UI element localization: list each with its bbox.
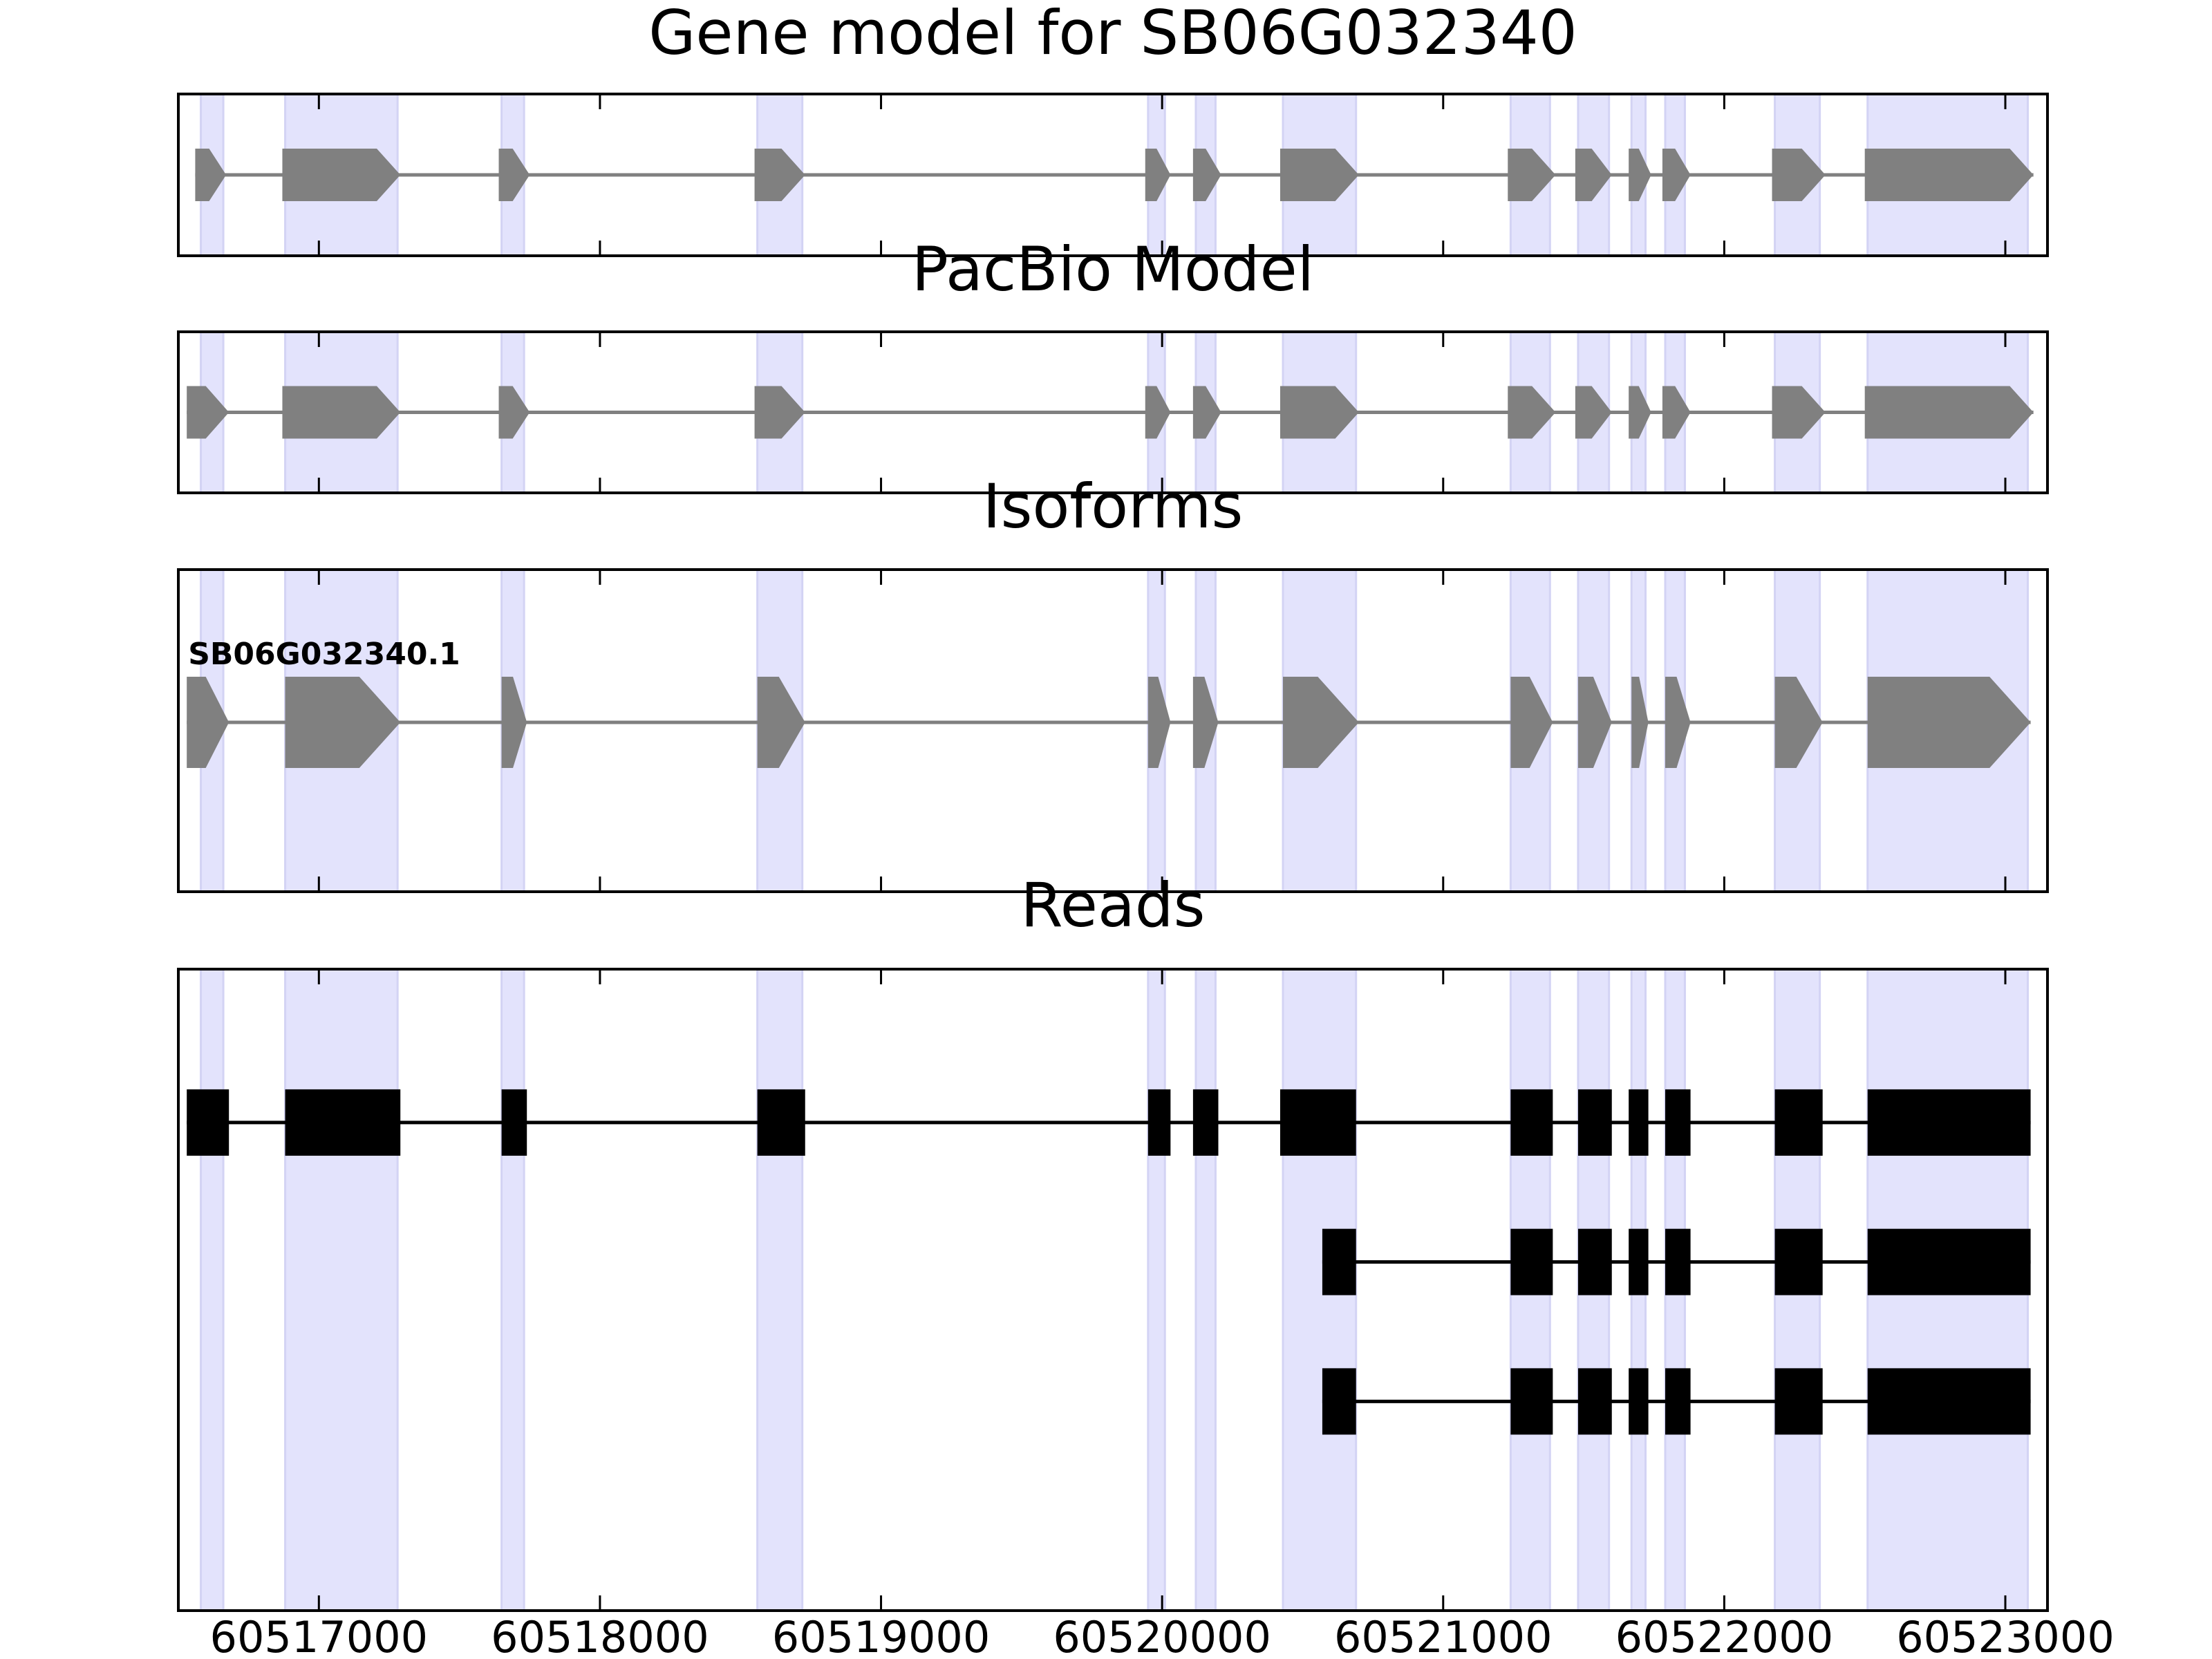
exon-arrow bbox=[1145, 386, 1171, 439]
read-block bbox=[1774, 1228, 1823, 1295]
highlight-region bbox=[756, 968, 804, 1612]
exon-arrow bbox=[1665, 677, 1691, 768]
panel-frame bbox=[177, 93, 2049, 257]
exon-arrow bbox=[1772, 386, 1826, 439]
exon-arrow bbox=[1510, 677, 1553, 768]
x-tick-label: 60518000 bbox=[491, 1612, 709, 1659]
isoform-label: SB06G032340.1 bbox=[188, 637, 460, 672]
read-block bbox=[1867, 1228, 2031, 1295]
exon-arrow bbox=[282, 149, 401, 201]
read-block bbox=[1629, 1089, 1649, 1156]
read-block bbox=[501, 1089, 527, 1156]
exon-arrow bbox=[1508, 386, 1556, 439]
read-block bbox=[187, 1089, 229, 1156]
highlight-region bbox=[500, 968, 525, 1612]
exon-arrow bbox=[187, 677, 229, 768]
exon-arrow bbox=[1192, 149, 1221, 201]
exon-arrow bbox=[498, 149, 530, 201]
exon-arrow bbox=[1508, 149, 1556, 201]
read-block bbox=[1280, 1089, 1356, 1156]
exon-arrow bbox=[1631, 677, 1649, 768]
read-block bbox=[1192, 1089, 1219, 1156]
exon-arrow bbox=[754, 386, 805, 439]
panel-3: Reads bbox=[177, 870, 2049, 1612]
exon-arrow bbox=[1772, 149, 1826, 201]
read-block bbox=[1510, 1368, 1553, 1435]
exon-arrow bbox=[1147, 677, 1171, 768]
exon-arrow bbox=[1577, 677, 1612, 768]
panel-title: Isoforms bbox=[983, 471, 1244, 542]
exon-arrow bbox=[501, 677, 527, 768]
exon-arrow bbox=[1629, 386, 1651, 439]
panel-2: Isoforms SB06G032340.1 bbox=[177, 471, 2049, 893]
exon-arrow bbox=[282, 386, 401, 439]
exon-arrow bbox=[1575, 149, 1612, 201]
panel-frame bbox=[177, 968, 2049, 1612]
read-block bbox=[1322, 1228, 1356, 1295]
x-tick-label: 60523000 bbox=[1896, 1612, 2115, 1659]
read-block bbox=[1867, 1089, 2031, 1156]
exon-arrow bbox=[498, 386, 530, 439]
read-block bbox=[1577, 1368, 1612, 1435]
x-tick-label: 60522000 bbox=[1615, 1612, 1834, 1659]
read-block bbox=[1510, 1228, 1553, 1295]
read-block bbox=[1629, 1228, 1649, 1295]
highlight-region bbox=[284, 968, 399, 1612]
panel-frame bbox=[177, 568, 2049, 893]
read-block bbox=[1629, 1368, 1649, 1435]
read-block bbox=[1665, 1368, 1691, 1435]
exon-arrow bbox=[1280, 386, 1359, 439]
read-block bbox=[1774, 1368, 1823, 1435]
read-block bbox=[1577, 1228, 1612, 1295]
exon-arrow bbox=[1575, 386, 1612, 439]
read-block bbox=[1147, 1089, 1171, 1156]
exon-arrow bbox=[1662, 386, 1691, 439]
exon-arrow bbox=[1280, 149, 1359, 201]
highlight-region bbox=[1194, 968, 1217, 1612]
panel-frame bbox=[177, 330, 2049, 494]
panel-1: PacBio Model bbox=[177, 234, 2049, 494]
exon-arrow bbox=[1283, 677, 1359, 768]
read-block bbox=[757, 1089, 805, 1156]
exon-arrow bbox=[1192, 386, 1221, 439]
read-block bbox=[285, 1089, 401, 1156]
read-block bbox=[1510, 1089, 1553, 1156]
exon-arrow bbox=[1864, 386, 2034, 439]
panel-title: Reads bbox=[1021, 870, 1206, 941]
exon-arrow bbox=[754, 149, 805, 201]
read-block bbox=[1322, 1368, 1356, 1435]
exon-arrow bbox=[187, 386, 229, 439]
exon-arrow bbox=[1662, 149, 1691, 201]
read-block bbox=[1665, 1228, 1691, 1295]
highlight-region bbox=[1147, 968, 1166, 1612]
read-block bbox=[1774, 1089, 1823, 1156]
x-tick-label: 60520000 bbox=[1053, 1612, 1271, 1659]
panel-title: PacBio Model bbox=[912, 234, 1314, 305]
exon-arrow bbox=[1192, 677, 1219, 768]
exon-arrow bbox=[1774, 677, 1823, 768]
exon-arrow bbox=[1867, 677, 2031, 768]
read-block bbox=[1665, 1089, 1691, 1156]
x-tick-label: 60521000 bbox=[1334, 1612, 1553, 1659]
panel-0: Gene model for SB06G032340 bbox=[177, 0, 2049, 257]
highlight-region bbox=[200, 968, 225, 1612]
panel-title: Gene model for SB06G032340 bbox=[648, 0, 1577, 68]
exon-arrow bbox=[195, 149, 227, 201]
x-tick-label: 60519000 bbox=[772, 1612, 991, 1659]
x-tick-label: 60517000 bbox=[210, 1612, 429, 1659]
read-block bbox=[1577, 1089, 1612, 1156]
exon-arrow bbox=[1629, 149, 1651, 201]
exon-arrow bbox=[1864, 149, 2034, 201]
read-block bbox=[1867, 1368, 2031, 1435]
exon-arrow bbox=[1145, 149, 1171, 201]
exon-arrow bbox=[757, 677, 805, 768]
exon-arrow bbox=[285, 677, 401, 768]
